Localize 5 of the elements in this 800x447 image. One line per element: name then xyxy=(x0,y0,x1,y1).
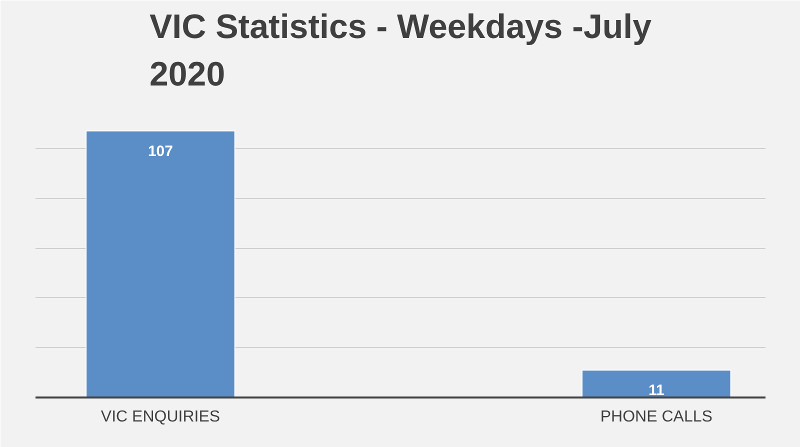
x-tick-label: PHONE CALLS xyxy=(600,408,712,426)
data-label: 107 xyxy=(148,142,173,160)
chart-title: VIC Statistics - Weekdays -July 2020 xyxy=(149,8,652,94)
x-tick-label: VIC ENQUIRIES xyxy=(100,408,220,426)
data-label: 11 xyxy=(648,382,664,400)
